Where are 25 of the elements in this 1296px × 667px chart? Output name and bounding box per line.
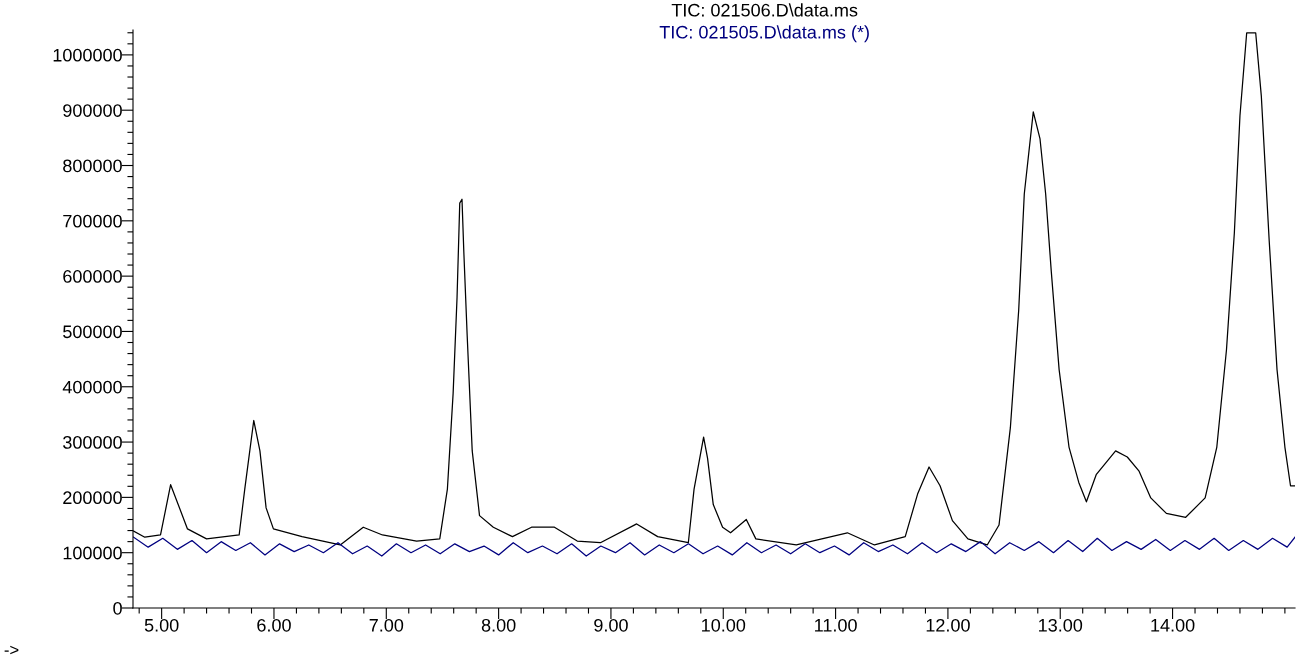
y-tick-label: 300000 [63, 436, 122, 449]
line-series [133, 536, 1295, 557]
text: -> [4, 645, 19, 655]
y-tick-label: 200000 [63, 491, 122, 505]
text: TIC: 021506.D\data.ms [671, 3, 858, 17]
x-tick-label: 12.00 [926, 618, 970, 632]
y-tick-label: 900000 [63, 104, 122, 117]
x-tick-label: 14.00 [1151, 618, 1195, 632]
y-tick-label: 700000 [63, 214, 122, 228]
text: TIC: 021505.D\data.ms (*) [659, 25, 869, 43]
x-tick-label: 5.00 [144, 618, 179, 632]
x-tick-label: 11.00 [815, 618, 857, 632]
y-tick-label: 100000 [63, 546, 122, 560]
x-tick-label: 7.00 [369, 618, 404, 632]
y-tick-label: 400000 [62, 380, 122, 394]
y-tick-label: 1000000 [53, 48, 122, 62]
y-tick-label: 600000 [63, 270, 122, 283]
y-tick-label: 800000 [63, 159, 122, 173]
y-tick-label: 500000 [63, 325, 122, 339]
x-tick-label: 6.00 [257, 618, 291, 632]
x-tick-label: 9.00 [594, 618, 628, 632]
x-tick-label: 8.00 [481, 618, 516, 632]
y-tick-label: 0 [113, 601, 122, 615]
x-tick-label: 13.00 [1039, 618, 1083, 632]
x-tick-label: 10.00 [702, 618, 746, 632]
